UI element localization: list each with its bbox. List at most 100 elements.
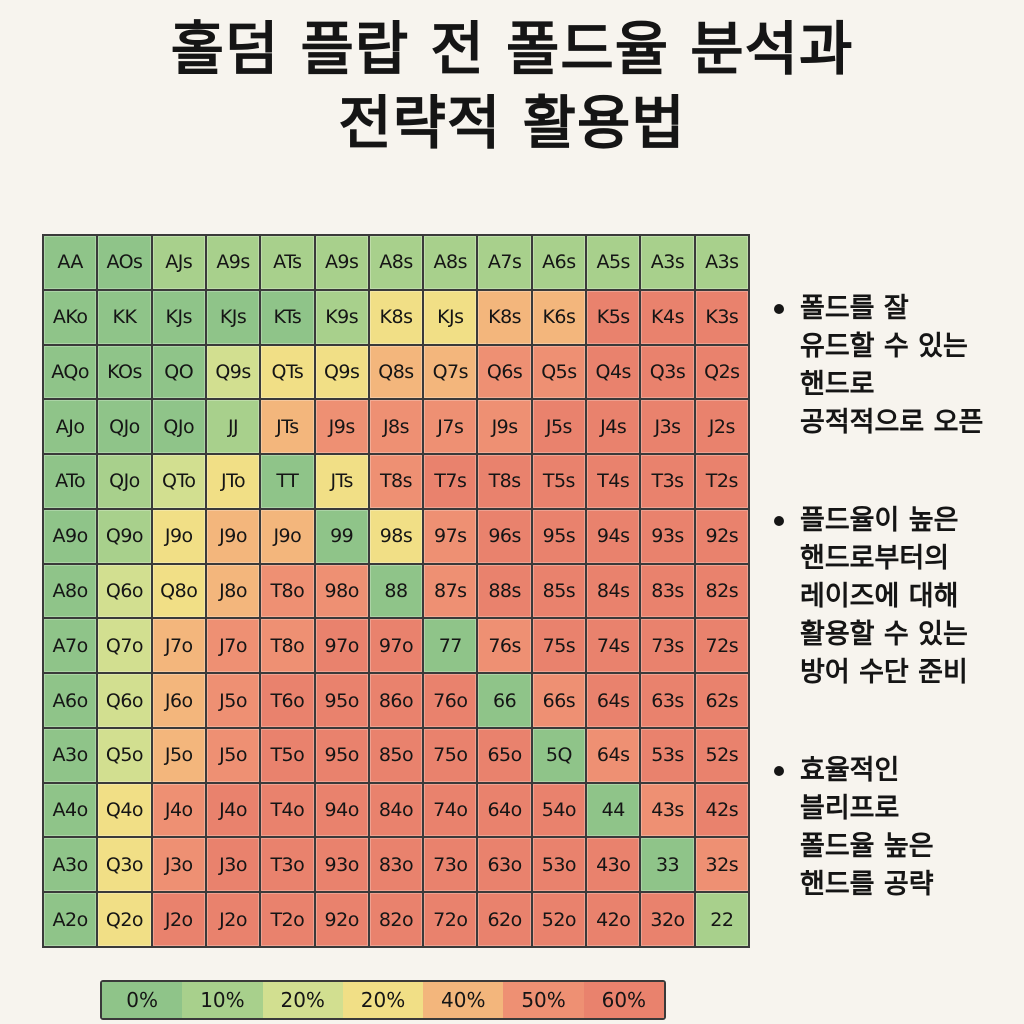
legend-segment: 50% (503, 982, 584, 1018)
hand-cell: J4o (152, 783, 205, 837)
bullet-line: 효율적인 (800, 755, 900, 786)
hand-cell: 42s (695, 783, 748, 837)
hand-cell: 93o (315, 838, 368, 892)
hand-cell: T5o (261, 728, 314, 782)
hand-cell: J4s (587, 400, 640, 454)
bullet-dot-icon (774, 304, 784, 314)
hand-cell: 43s (641, 783, 694, 837)
hand-cell: 73s (641, 619, 694, 673)
hand-cell: 95o (315, 674, 368, 727)
hand-cell: 86o (369, 674, 423, 727)
bullet-list: 폴드를 잘 유드할 수 있는 핸드로 공적적으로 오픈 플드율이 높은 핸드로부… (772, 290, 1024, 964)
hand-cell: 98o (315, 564, 368, 618)
hand-cell: A9o (44, 509, 97, 563)
title-line-2: 전략적 활용법 (338, 89, 686, 157)
hand-cell: 54o (532, 783, 586, 837)
hand-cell: QJo (98, 455, 151, 508)
hand-cell: AJo (44, 400, 97, 454)
hand-cell: 84s (587, 564, 640, 618)
hand-cell: Q5s (532, 345, 586, 399)
bullet-item: 폴드를 잘 유드할 수 있는 핸드로 공적적으로 오픈 (772, 290, 1024, 442)
hand-cell: J5o (152, 728, 205, 782)
hand-cell: K8s (478, 290, 531, 344)
hand-cell: 62s (695, 674, 748, 727)
hand-cell: 97s (424, 509, 477, 563)
hand-cell: A5s (587, 236, 640, 289)
legend-segment: 20% (342, 982, 424, 1018)
hand-cell: 76o (424, 674, 477, 727)
hand-cell: K3s (695, 290, 748, 344)
hand-cell: T4o (261, 783, 314, 837)
hand-cell: 43o (587, 838, 640, 892)
hand-cell: 87s (424, 564, 477, 618)
hand-cell: 76s (478, 619, 531, 673)
hand-cell: 98s (369, 509, 423, 563)
hand-cell: J8o (206, 564, 260, 618)
hand-cell: J3o (152, 838, 205, 892)
hand-cell: T8s (369, 455, 423, 508)
hand-cell: T3s (641, 455, 694, 508)
hand-cell: T6o (261, 674, 314, 727)
hand-cell: J5o (206, 728, 260, 782)
hand-cell: 82s (695, 564, 748, 618)
hand-cell: A8s (424, 236, 477, 289)
legend-segment: 20% (262, 982, 343, 1018)
hand-cell: J9s (315, 400, 368, 454)
hand-cell: 82o (369, 893, 423, 946)
hand-cell: A6s (532, 236, 586, 289)
hand-cell: Q4s (587, 345, 640, 399)
hand-cell: 88 (369, 564, 423, 618)
hand-cell: JTs (261, 400, 314, 454)
hand-cell: JJ (206, 400, 260, 454)
hand-cell: T8s (478, 455, 531, 508)
hand-cell: 66s (532, 674, 586, 727)
hand-cell: 64o (478, 783, 531, 837)
hand-cell: 74s (587, 619, 640, 673)
hand-cell: J3s (641, 400, 694, 454)
hand-cell: A3o (44, 838, 97, 892)
hand-cell: Q2o (98, 893, 151, 946)
bullet-line: 레이즈에 대해 (800, 581, 959, 612)
hand-cell: 64s (587, 728, 640, 782)
hand-cell: ATo (44, 455, 97, 508)
hand-cell: 32s (695, 838, 748, 892)
legend-segment: 40% (423, 982, 504, 1018)
bullet-line: 핸드를 공략 (800, 869, 934, 900)
hand-cell: 97o (315, 619, 368, 673)
hand-cell: J7o (152, 619, 205, 673)
hand-cell: 95s (532, 509, 586, 563)
hand-cell: KTs (261, 290, 314, 344)
hand-cell: J9o (261, 509, 314, 563)
hand-cell: Q9s (315, 345, 368, 399)
hand-cell: Q8s (369, 345, 423, 399)
hand-cell: 85s (532, 564, 586, 618)
hand-cell: KJs (206, 290, 260, 344)
hand-cell: K4s (641, 290, 694, 344)
hand-cell: T2o (261, 893, 314, 946)
hand-cell: 65o (478, 728, 531, 782)
hand-cell: 95o (315, 728, 368, 782)
hand-cell: Q3o (98, 838, 151, 892)
hand-cell: AQo (44, 345, 97, 399)
hand-cell: 53o (532, 838, 586, 892)
hand-cell: J2s (695, 400, 748, 454)
bullet-item: 플드율이 높은 핸드로부터의 레이즈에 대해 활용할 수 있는 방어 수단 준비 (772, 502, 1024, 692)
bullet-item: 효율적인 블리프로 폴드율 높은 핸드를 공략 (772, 752, 1024, 904)
hand-cell: 72o (424, 893, 477, 946)
hand-cell: 93s (641, 509, 694, 563)
hand-cell: AJs (152, 236, 205, 289)
hand-range-grid: AA AOs AJs A9s ATs A9s A8s A8s A7s A6s A5s A3s A3s AK… (42, 234, 750, 948)
hand-cell: 22 (695, 893, 748, 946)
bullet-line: 유드할 수 있는 (800, 331, 968, 362)
hand-cell: A3o (44, 728, 97, 782)
hand-cell: K9s (315, 290, 368, 344)
hand-cell: Q8o (152, 564, 205, 618)
hand-cell: J9o (206, 509, 260, 563)
hand-cell: J6o (152, 674, 205, 727)
hand-cell: 5Q (532, 728, 586, 782)
hand-cell: 94s (587, 509, 640, 563)
title-line-1: 홀덤 플랍 전 폴드율 분석과 (170, 15, 854, 83)
hand-cell: J9s (478, 400, 531, 454)
hand-cell: 75s (532, 619, 586, 673)
hand-cell: K8s (369, 290, 423, 344)
